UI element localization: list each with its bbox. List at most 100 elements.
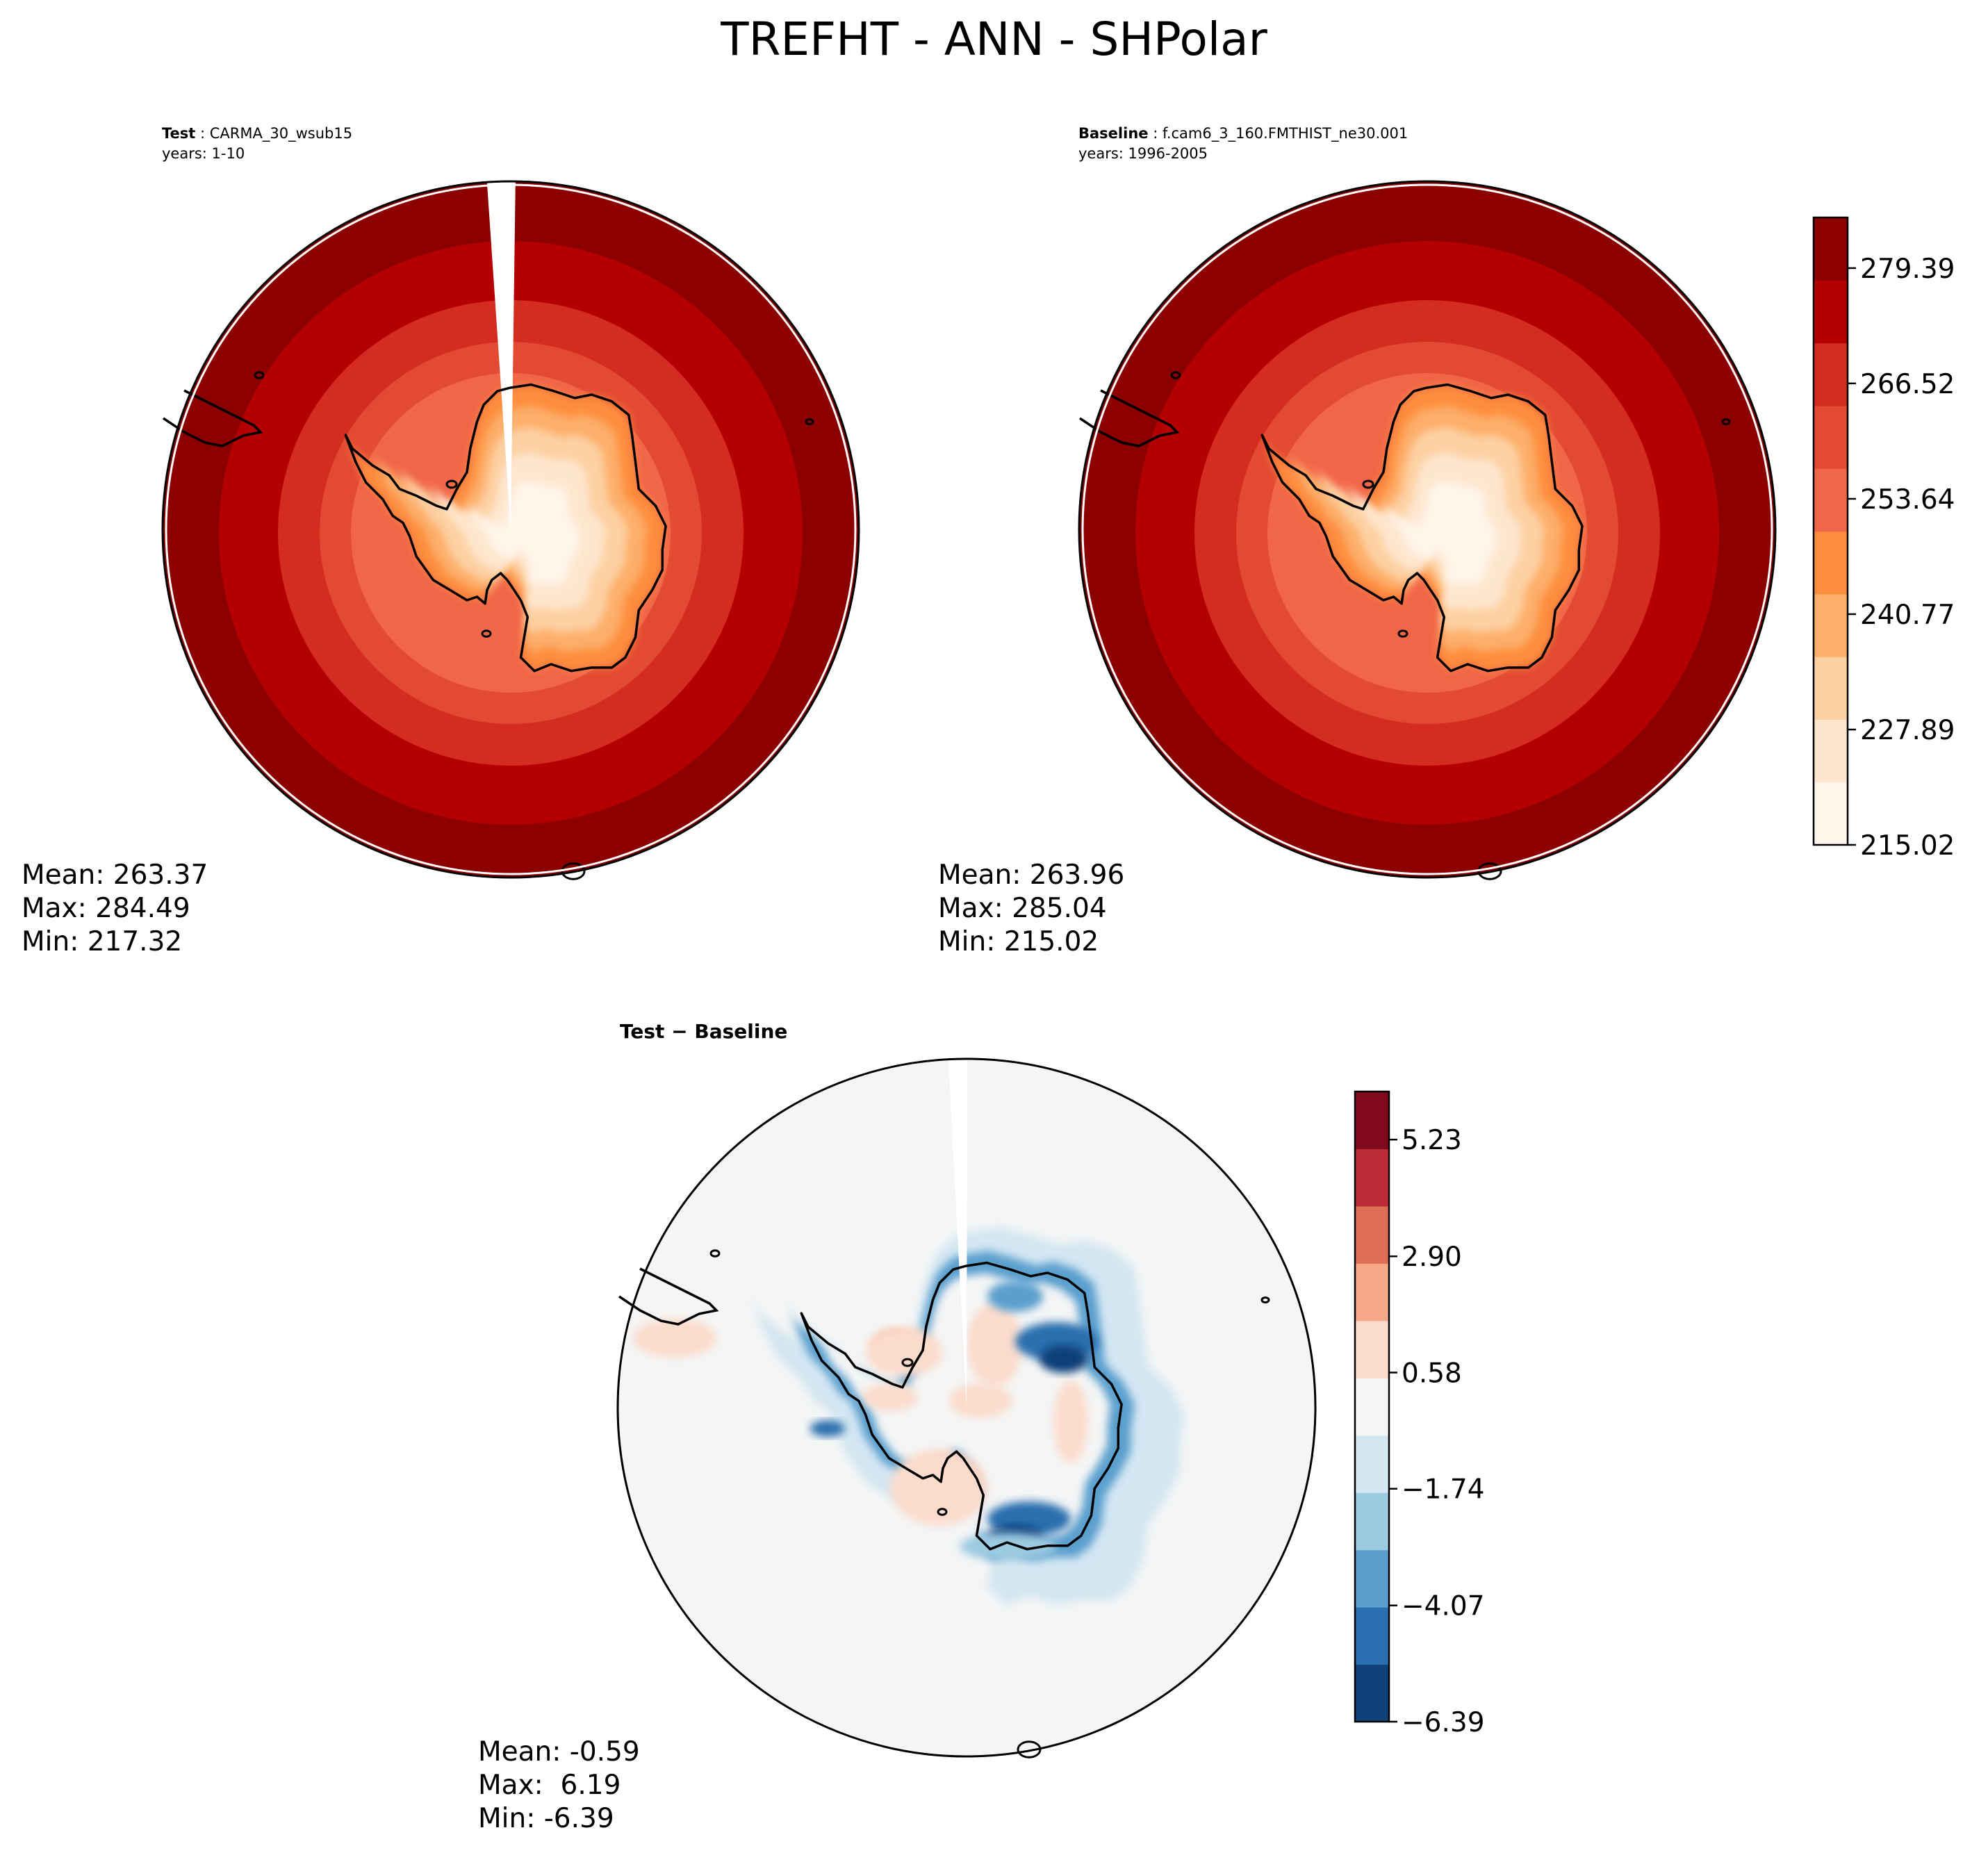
diff-stat-mean: Mean: -0.59 — [478, 1736, 640, 1768]
diff-anomaly-patch — [866, 1328, 942, 1376]
test-label-bold: Test — [162, 125, 196, 142]
diff-antarctica-outline — [800, 1261, 1123, 1551]
diff-colorbar-tick-label: −1.74 — [1402, 1474, 1485, 1506]
test-island-outline — [254, 371, 265, 379]
baseline-antarctica-outline — [1260, 383, 1584, 673]
diff-anomaly-patch — [862, 1383, 918, 1411]
test-island-outline — [445, 479, 458, 489]
baseline-colorbar-color-segment — [1814, 405, 1848, 469]
baseline-colorbar-tick-label: 215.02 — [1860, 830, 1955, 862]
diff-anomaly-patch — [960, 1533, 1057, 1560]
diff-anomaly-patch — [810, 1420, 845, 1437]
diff-anomaly-patch — [949, 1383, 1012, 1418]
diff-map — [616, 1057, 1317, 1759]
baseline-colorbar-color-segment — [1814, 280, 1848, 344]
diff-anomaly-patch — [1053, 1380, 1088, 1463]
test-map-edge — [165, 183, 857, 875]
diff-colorbar-color-segment — [1355, 1148, 1389, 1207]
test-stat-max: Max: 284.49 — [22, 893, 190, 924]
baseline-island-outline — [1397, 629, 1408, 638]
baseline-colorbar: 215.02 227.89 240.77 253.64 266.52 279.39 — [1812, 216, 1955, 862]
diff-colorbar-color-segment — [1355, 1092, 1389, 1150]
diff-stat-min: Min: -6.39 — [478, 1803, 614, 1834]
baseline-colorbar-color-segment — [1814, 217, 1848, 281]
test-map — [161, 180, 860, 880]
diff-south-america-outline — [618, 1267, 719, 1326]
test-island-outline — [481, 629, 492, 638]
test-years: years: 1-10 — [162, 145, 245, 162]
diff-anomaly-patch — [987, 1281, 1043, 1312]
baseline-south-america-outline — [1079, 389, 1180, 447]
test-antarctica-outline — [344, 383, 667, 673]
baseline-map-edge — [1081, 183, 1773, 875]
baseline-years: years: 1996-2005 — [1078, 145, 1208, 162]
baseline-island-outline — [1170, 371, 1181, 379]
diff-colorbar-color-segment — [1355, 1263, 1389, 1321]
diff-stats: Mean: -0.59 Max: 6.19 Min: -6.39 — [478, 1736, 640, 1836]
diff-anomaly-patch — [890, 1449, 987, 1526]
diff-map-frame — [616, 1057, 1317, 1758]
diff-colorbar-color-segment — [1355, 1205, 1389, 1264]
baseline-colorbar-tick-label: 240.77 — [1860, 600, 1955, 631]
baseline-coastline — [1079, 371, 1731, 880]
baseline-colorbar-tick-label: 266.52 — [1860, 369, 1955, 400]
diff-colorbar-tick-label: −6.39 — [1402, 1707, 1485, 1738]
diff-colorbar-color-segment — [1355, 1492, 1389, 1551]
baseline-colorbar-color-segment — [1814, 343, 1848, 406]
baseline-stat-max: Max: 285.04 — [938, 893, 1107, 924]
test-contour-band — [464, 481, 580, 585]
test-label-name: CARMA_30_wsub15 — [209, 125, 353, 142]
baseline-colorbar-color-segment — [1814, 593, 1848, 657]
diff-anomaly-patch — [633, 1319, 716, 1358]
test-south-america-outline — [163, 389, 263, 447]
diff-colorbar-color-segment — [1355, 1549, 1389, 1608]
baseline-colorbar-frame — [1812, 216, 1849, 846]
diff-colorbar: −6.39 −4.07 −1.74 0.58 2.90 5.23 — [1354, 1090, 1485, 1738]
diff-colorbar-tick-label: −4.07 — [1402, 1591, 1485, 1622]
baseline-stats: Mean: 263.96 Max: 285.04 Min: 215.02 — [938, 859, 1124, 959]
baseline-map — [1078, 180, 1777, 880]
diff-colorbar-color-segment — [1355, 1320, 1389, 1378]
baseline-contour-fill — [1080, 182, 1775, 877]
diff-coastline — [618, 1249, 1270, 1759]
baseline-colorbar-tick-label: 253.64 — [1860, 484, 1955, 516]
test-data-gap — [486, 182, 516, 529]
baseline-colorbar-color-segment — [1814, 531, 1848, 595]
diff-colorbar-tick-label: 2.90 — [1402, 1242, 1462, 1273]
baseline-colorbar-color-segment — [1814, 782, 1848, 846]
baseline-colorbar-color-segment — [1814, 468, 1848, 532]
diff-colorbar-tick-label: 0.58 — [1402, 1358, 1462, 1389]
baseline-contour-band — [1381, 481, 1497, 585]
diff-island-outline — [937, 1508, 948, 1516]
baseline-island-outline — [1362, 479, 1374, 489]
baseline-panel-label: Baseline : f.cam6_3_160.FMTHIST_ne30.001… — [1078, 125, 1408, 162]
diff-panel-title: Test − Baseline — [620, 1020, 788, 1043]
test-stats: Mean: 263.37 Max: 284.49 Min: 217.32 — [22, 859, 208, 959]
baseline-colorbar-tick-label: 279.39 — [1860, 254, 1955, 285]
diff-island-outline — [709, 1249, 721, 1258]
baseline-stat-min: Min: 215.02 — [938, 926, 1099, 957]
diff-colorbar-frame — [1354, 1090, 1390, 1723]
test-map-frame — [161, 180, 860, 879]
diff-anomaly-patch — [967, 1303, 1022, 1387]
diff-island-outline — [901, 1358, 914, 1367]
diff-colorbar-color-segment — [1355, 1607, 1389, 1665]
baseline-label-name: f.cam6_3_160.FMTHIST_ne30.001 — [1162, 125, 1408, 142]
diff-colorbar-color-segment — [1355, 1378, 1389, 1436]
baseline-colorbar-color-segment — [1814, 719, 1848, 783]
baseline-colorbar-color-segment — [1814, 657, 1848, 720]
diff-island-outline — [1260, 1296, 1270, 1303]
diff-colorbar-tick-label: 5.23 — [1402, 1125, 1462, 1156]
baseline-island-outline — [1477, 862, 1502, 880]
diff-colorbar-color-segment — [1355, 1664, 1389, 1722]
test-panel-label: Test : CARMA_30_wsub15 years: 1-10 — [162, 125, 353, 162]
test-island-outline — [805, 418, 814, 425]
baseline-colorbar-tick-label: 227.89 — [1860, 715, 1955, 746]
diff-stat-max: Max: 6.19 — [478, 1770, 621, 1801]
test-coastline — [163, 371, 814, 880]
test-island-outline — [561, 862, 586, 880]
baseline-label-bold: Baseline — [1078, 125, 1149, 142]
baseline-stat-mean: Mean: 263.96 — [938, 859, 1125, 891]
